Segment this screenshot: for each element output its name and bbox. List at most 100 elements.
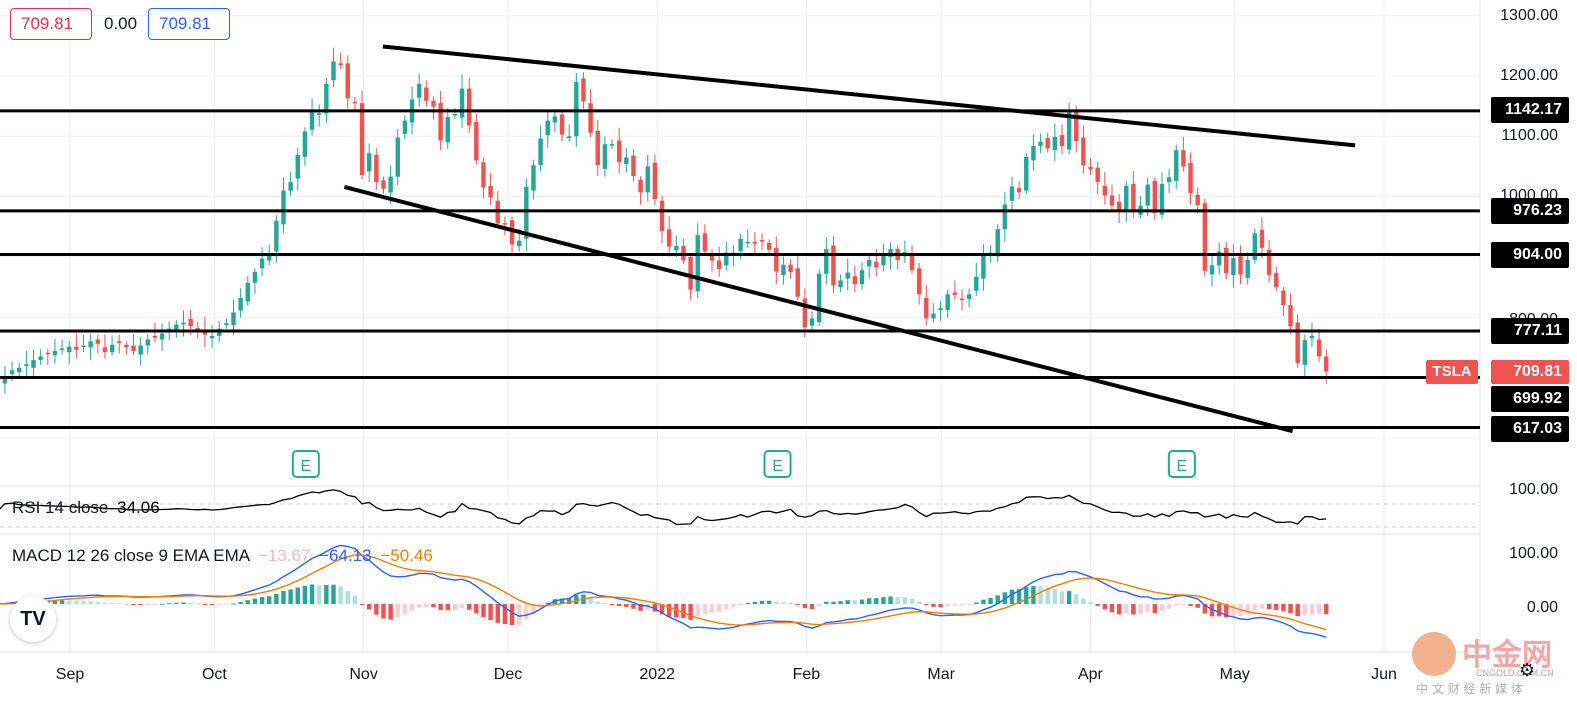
candle-body xyxy=(816,273,822,323)
candle-body xyxy=(245,282,250,302)
macd-histogram-bar xyxy=(502,604,508,625)
candle-body xyxy=(1016,188,1022,193)
macd-histogram-bar xyxy=(316,585,322,604)
macd-histogram-bar xyxy=(638,604,643,611)
macd-histogram-bar xyxy=(738,604,743,605)
candle-body xyxy=(102,347,108,353)
macd-histogram-bar xyxy=(659,604,665,615)
macd-histogram-bar xyxy=(766,600,772,604)
candle-body xyxy=(231,312,236,326)
macd-histogram-bar xyxy=(481,604,486,618)
candle-body xyxy=(824,249,829,274)
candle-body xyxy=(1302,340,1308,365)
macd-histogram-bar xyxy=(516,604,522,625)
macd-histogram-bar xyxy=(859,599,865,604)
macd-histogram-bar xyxy=(1274,604,1279,610)
candle-body xyxy=(352,101,358,104)
candle-body xyxy=(531,165,536,191)
macd-histogram-bar xyxy=(724,604,729,610)
macd-histogram-bar xyxy=(759,600,765,604)
candle-body xyxy=(1045,138,1050,149)
time-tick-label: May xyxy=(1220,666,1250,683)
settings-icon[interactable]: ⚙ xyxy=(1519,660,1536,681)
candle-body xyxy=(1224,247,1229,274)
macd-histogram-bar xyxy=(595,601,600,604)
macd-histogram-bar xyxy=(352,595,358,604)
macd-histogram-bar xyxy=(545,602,550,604)
ask-price-box[interactable]: 709.81 xyxy=(148,8,230,40)
candle-body xyxy=(309,110,315,130)
candle-body xyxy=(774,247,779,272)
candle-body xyxy=(645,166,650,193)
macd-histogram-bar xyxy=(809,604,815,610)
candle-body xyxy=(24,364,29,367)
candle-body xyxy=(566,136,572,139)
macd-histogram-bar xyxy=(288,589,293,604)
earnings-marker-label: E xyxy=(772,458,783,475)
candle-body xyxy=(866,259,872,267)
macd-histogram-bar xyxy=(102,602,108,604)
candle-body xyxy=(924,297,929,319)
macd-histogram-bar xyxy=(966,604,972,605)
candle-body xyxy=(345,63,350,99)
macd-hist-value: −13.67 xyxy=(257,546,311,565)
macd-histogram-bar xyxy=(574,594,579,604)
candle-body xyxy=(366,153,372,172)
macd-histogram-bar xyxy=(1295,604,1300,617)
price-tick-label: 100.00 xyxy=(1509,545,1558,562)
macd-histogram-bar xyxy=(445,604,450,611)
last-price-label: 709.81 xyxy=(1491,360,1569,384)
macd-histogram-bar xyxy=(938,604,943,608)
candle-body xyxy=(802,298,808,328)
candle-body xyxy=(1145,184,1150,206)
rsi-legend[interactable]: RSI 14 close 34.06 xyxy=(12,498,160,518)
macd-histogram-bar xyxy=(866,598,872,604)
macd-line-value: −64.13 xyxy=(319,546,372,565)
time-tick-label: Jun xyxy=(1371,666,1397,683)
bid-price-box[interactable]: 709.81 xyxy=(10,8,92,40)
candle-body xyxy=(331,61,336,81)
candle-body xyxy=(1109,195,1115,206)
candle-body xyxy=(595,130,600,166)
candle-body xyxy=(1031,145,1036,161)
candle-body xyxy=(709,255,715,261)
candle-body xyxy=(852,276,858,285)
candle-body xyxy=(1174,150,1179,181)
macd-histogram-bar xyxy=(524,604,529,620)
candle-body xyxy=(474,121,479,161)
macd-histogram-bar xyxy=(474,604,479,614)
tradingview-logo[interactable]: TV xyxy=(10,596,56,642)
macd-histogram-bar xyxy=(602,602,608,604)
candle-body xyxy=(17,367,22,373)
macd-histogram-bar xyxy=(1088,602,1093,604)
candle-body xyxy=(324,83,329,114)
candle-body xyxy=(238,297,243,311)
macd-histogram-bar xyxy=(1224,604,1229,618)
candle-body xyxy=(1316,339,1322,357)
macd-histogram-bar xyxy=(674,604,679,618)
macd-legend[interactable]: MACD 12 26 close 9 EMA EMA −13.67 −64.13… xyxy=(12,546,433,566)
candle-body xyxy=(1266,249,1272,275)
candle-body xyxy=(338,63,343,66)
candle-body xyxy=(695,235,700,292)
macd-histogram-bar xyxy=(124,603,129,605)
candle-body xyxy=(888,249,893,257)
macd-histogram-bar xyxy=(852,600,858,604)
macd-histogram-bar xyxy=(1145,604,1150,613)
macd-histogram-bar xyxy=(1281,604,1286,612)
candle-body xyxy=(281,190,286,225)
candle-body xyxy=(359,103,365,175)
candle-body xyxy=(1124,185,1129,213)
candle-body xyxy=(552,116,558,123)
time-tick-label: Feb xyxy=(793,666,821,683)
watermark-domain: CNGOLD.COM.CN xyxy=(1476,668,1554,678)
symbol-tag[interactable]: TSLA xyxy=(1426,360,1478,384)
macd-line xyxy=(0,544,1327,638)
earnings-marker-label: E xyxy=(301,458,312,475)
macd-histogram-bar xyxy=(688,604,693,620)
candle-body xyxy=(131,345,136,351)
macd-histogram-bar xyxy=(209,604,215,605)
macd-histogram-bar xyxy=(1016,589,1022,604)
candle-body xyxy=(259,258,265,269)
